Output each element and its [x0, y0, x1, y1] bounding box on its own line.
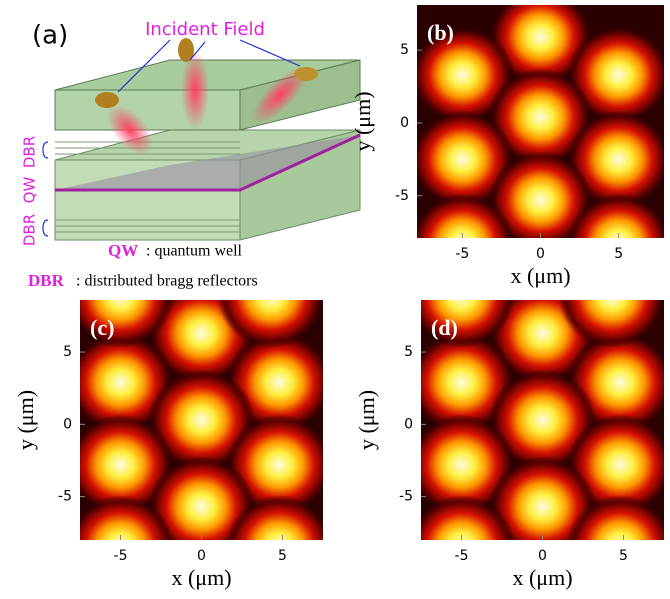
heatmap-panel: -5 0 5 -5 0 5 (b) x (μm) y (μm) [350, 5, 664, 288]
y-tick-label: -5 [395, 188, 409, 204]
y-tick-label: 0 [63, 416, 72, 432]
y-tick-label: 5 [404, 344, 413, 360]
heatmap-panel: -5 0 5 -5 0 5 (d) x (μm) y (μm) [354, 300, 664, 590]
intensity-peak [488, 151, 593, 238]
x-tick-label: 0 [538, 548, 547, 564]
intensity-peak [421, 495, 515, 540]
intensity-peak [567, 495, 664, 540]
intensity-peak [421, 414, 515, 516]
intensity-peak [567, 110, 664, 209]
intensity-peak [80, 495, 174, 540]
intensity-peak [226, 495, 323, 540]
y-tick-label: -5 [58, 489, 72, 505]
intensity-peak [148, 455, 255, 540]
intensity-peak [417, 110, 514, 209]
intensity-peak [567, 193, 664, 238]
panel-label: (c) [90, 315, 114, 340]
intensity-peak [489, 455, 596, 540]
x-axis-label: x (μm) [171, 565, 231, 590]
panel-label: (b) [427, 20, 454, 45]
y-axis-label: y (μm) [354, 390, 379, 450]
plot-area [80, 300, 323, 540]
legend-text: : distributed bragg reflectors [76, 273, 258, 290]
incident-label: Incident Field [145, 19, 265, 40]
y-tick-label: 5 [63, 344, 72, 360]
y-tick-label: 0 [400, 115, 409, 131]
intensity-peak [80, 414, 174, 516]
plot-area [421, 300, 664, 540]
heatmap-panel: -5 0 5 -5 0 5 (c) x (μm) y (μm) [13, 300, 323, 590]
x-tick-label: -5 [455, 548, 469, 564]
x-tick-label: -5 [114, 548, 128, 564]
panel-label: (d) [431, 315, 458, 340]
x-tick-label: 5 [278, 548, 287, 564]
panel-label: (a) [32, 21, 68, 51]
intensity-peak [421, 300, 515, 348]
legend-text: : quantum well [146, 243, 243, 260]
intensity-peak [488, 68, 593, 167]
intensity-peak [148, 369, 255, 471]
plot-area [417, 5, 664, 238]
intensity-peak [489, 369, 596, 471]
dbr-label: DBR [21, 136, 39, 168]
y-axis-label: y (μm) [350, 91, 375, 151]
device-diagram: (a) Incident Field DBR QW DBR QW : quant… [21, 19, 361, 290]
intensity-peak [80, 300, 174, 348]
y-tick-label: 0 [404, 416, 413, 432]
intensity-peak [417, 193, 514, 238]
legend-key: DBR [28, 271, 65, 290]
dbr-label: DBR [21, 214, 39, 246]
x-axis-label: x (μm) [510, 263, 570, 288]
x-tick-label: 0 [536, 246, 545, 262]
x-tick-label: 5 [619, 548, 628, 564]
intensity-peak [558, 300, 664, 348]
x-tick-label: 5 [614, 246, 623, 262]
x-tick-label: 0 [197, 548, 206, 564]
intensity-peak [567, 25, 664, 124]
intensity-peak [217, 300, 323, 348]
x-axis-label: x (μm) [512, 565, 572, 590]
intensity-peak [417, 25, 514, 124]
x-tick-label: -5 [455, 246, 469, 262]
legend-key: QW [108, 241, 138, 260]
y-tick-label: 5 [400, 42, 409, 58]
qw-label: QW [21, 177, 39, 204]
y-axis-label: y (μm) [13, 390, 38, 450]
y-tick-label: -5 [399, 489, 413, 505]
intensity-peak [488, 5, 593, 87]
